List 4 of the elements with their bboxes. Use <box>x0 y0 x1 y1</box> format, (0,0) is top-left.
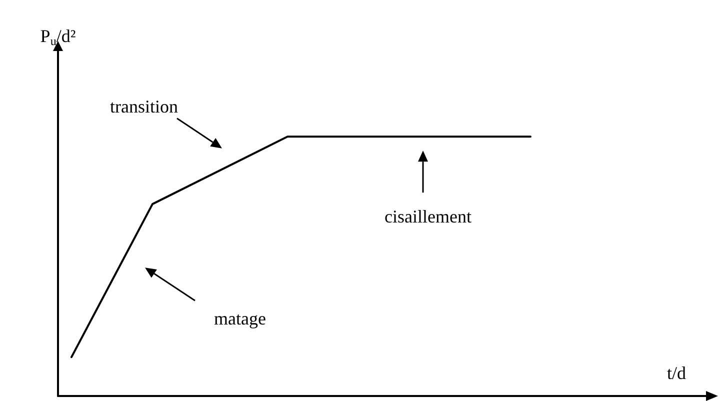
annotation: matage <box>214 308 266 329</box>
x-axis-title: t/d <box>666 363 686 383</box>
text: transition <box>110 96 178 116</box>
annotation: cisaillement <box>384 206 472 227</box>
